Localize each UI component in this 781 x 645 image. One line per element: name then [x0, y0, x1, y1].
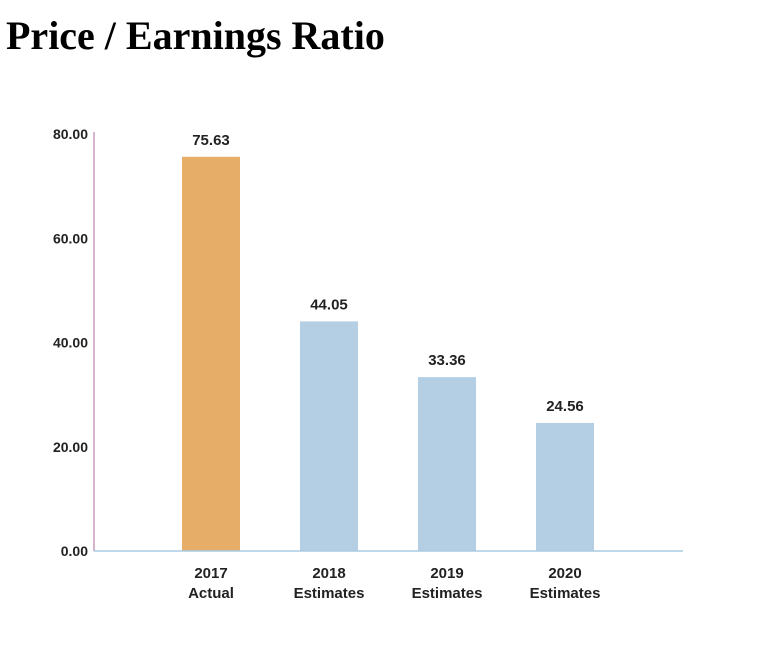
category-label-2020: 2020 Estimates [530, 565, 601, 602]
y-tick-label: 20.00 [53, 439, 88, 455]
y-tick-label: 60.00 [53, 230, 88, 246]
data-labels: 75.63 44.05 33.36 24.56 [192, 132, 584, 415]
bar-2019 [418, 377, 476, 551]
bar-2017 [182, 156, 240, 551]
y-tick-label: 0.00 [61, 543, 88, 559]
data-label-2018: 44.05 [310, 296, 348, 313]
bar-2020 [536, 422, 594, 551]
y-tick-label: 40.00 [53, 335, 88, 351]
data-label-2017: 75.63 [192, 132, 230, 149]
category-label-2017: 2017 Actual [188, 565, 234, 602]
category-label-2018: 2018 Estimates [294, 565, 365, 602]
data-label-2020: 24.56 [546, 398, 584, 415]
y-tick-label: 80.00 [53, 126, 88, 142]
category-label-2019: 2019 Estimates [412, 565, 483, 602]
y-axis-ticks: 0.00 20.00 40.00 60.00 80.00 [53, 126, 88, 559]
bars [182, 156, 594, 551]
category-labels: 2017 Actual 2018 Estimates 2019 Estimates 2020… [188, 565, 600, 602]
page-title: Price / Earnings Ratio [6, 13, 385, 58]
bar-2018 [300, 321, 358, 551]
data-label-2019: 33.36 [428, 352, 466, 369]
